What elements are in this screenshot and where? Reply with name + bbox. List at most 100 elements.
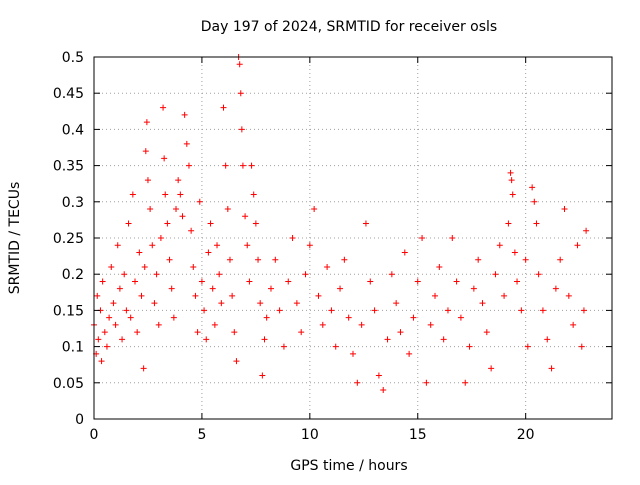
data-point [419,235,426,241]
data-point [423,379,430,386]
data-point [507,169,514,176]
data-point [143,119,150,126]
data-point [106,314,113,321]
data-point [155,321,162,328]
data-point [136,249,143,256]
y-tick-label: 0 [75,412,84,428]
data-point [132,278,139,285]
data-point [289,235,296,241]
data-point [436,263,443,270]
data-point [168,285,175,292]
data-point [95,336,102,343]
data-point [509,191,516,198]
data-point [544,336,551,343]
data-point [552,285,559,292]
data-point [151,300,158,307]
data-point [449,235,456,241]
data-point [222,162,229,169]
data-point [272,256,279,263]
data-point [570,321,577,328]
y-tick-label: 0.15 [53,303,84,319]
data-point [181,111,188,118]
data-point [488,365,495,372]
x-tick-label: 0 [90,427,99,443]
data-point [511,249,518,256]
data-point [157,235,164,241]
data-point [324,263,331,270]
data-point [229,292,236,299]
data-point [505,220,512,227]
data-point [183,140,190,147]
data-point [161,155,168,162]
data-point [196,198,203,205]
data-point [231,329,238,336]
data-point [198,278,205,285]
data-point [239,162,246,169]
data-point [226,256,233,263]
x-tick-label: 5 [197,427,206,443]
data-point [238,126,245,133]
data-point [123,307,130,314]
data-point [496,242,503,249]
data-point [371,307,378,314]
data-point [144,177,151,184]
data-point [185,162,192,169]
data-point [345,314,352,321]
data-point [209,285,216,292]
data-point [293,300,300,307]
data-point [315,292,322,299]
data-point [479,300,486,307]
data-point [397,329,404,336]
data-point [218,300,225,307]
data-point [173,206,180,213]
data-point [514,278,521,285]
data-point [121,271,128,278]
data-point [166,256,173,263]
data-point [248,162,255,169]
data-point [522,256,529,263]
data-point [205,249,212,256]
y-axis-label: SRMTID / TECUs [7,182,23,295]
data-point [388,271,395,278]
data-point [259,372,266,379]
data-point [533,220,540,227]
data-point [380,387,387,394]
data-point [153,271,160,278]
data-point [319,321,326,328]
data-point [580,307,587,314]
data-point [103,343,110,350]
data-point [110,300,117,307]
data-point [531,198,538,205]
y-tick-label: 0.3 [62,195,84,211]
data-point [261,336,268,343]
data-point [375,372,382,379]
data-point [214,242,221,249]
data-point [141,263,148,270]
data-point [401,249,408,256]
data-point [384,336,391,343]
data-point [350,350,356,357]
data-point [237,90,244,97]
y-tick-label: 0.2 [62,267,84,283]
data-point [246,278,253,285]
data-point [524,343,531,350]
y-tick-label: 0.45 [53,86,84,102]
data-point [457,314,464,321]
data-point [108,263,115,270]
data-point [574,242,581,249]
data-point [112,321,119,328]
data-point [149,242,156,249]
data-point [170,314,177,321]
data-point [466,343,473,350]
data-point [147,206,154,213]
x-axis-label: GPS time / hours [290,458,407,474]
data-point [116,285,123,292]
data-point [410,314,417,321]
data-point [578,343,585,350]
data-point [298,329,305,336]
data-point [142,148,149,155]
chart-title: Day 197 of 2024, SRMTID for receiver osl… [201,19,497,35]
data-point [358,321,365,328]
data-point [179,213,186,220]
